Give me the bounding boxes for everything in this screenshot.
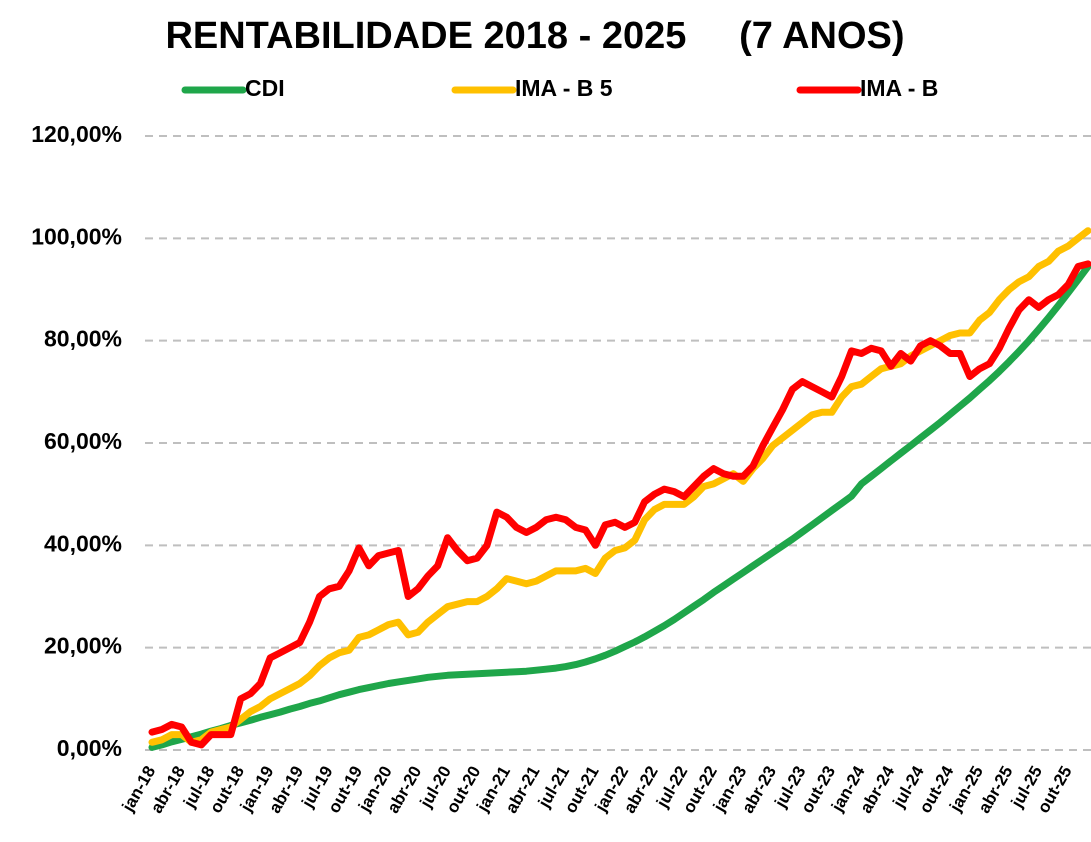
legend-label: IMA - B bbox=[860, 75, 938, 101]
y-tick-label: 20,00% bbox=[44, 633, 122, 659]
y-tick-label: 60,00% bbox=[44, 428, 122, 454]
legend-label: IMA - B 5 bbox=[515, 75, 613, 101]
y-tick-label: 0,00% bbox=[57, 735, 122, 761]
series-line bbox=[148, 227, 1091, 746]
y-tick-label: 120,00% bbox=[31, 121, 122, 147]
legend-label: CDI bbox=[245, 75, 285, 101]
chart-title: RENTABILIDADE 2018 - 2025 (7 ANOS) bbox=[165, 15, 904, 57]
y-tick-label: 40,00% bbox=[44, 530, 122, 556]
series-line bbox=[148, 260, 1091, 749]
y-tick-label: 80,00% bbox=[44, 326, 122, 352]
series-line bbox=[148, 263, 1091, 751]
y-tick-label: 100,00% bbox=[31, 223, 122, 249]
